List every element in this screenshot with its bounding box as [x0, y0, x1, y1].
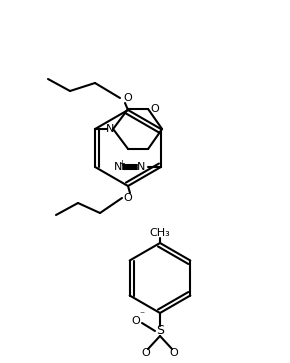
Text: S: S: [156, 325, 164, 338]
Text: +: +: [119, 159, 125, 167]
Text: O: O: [124, 193, 132, 203]
Text: CH₃: CH₃: [150, 228, 171, 238]
Text: N: N: [106, 124, 114, 134]
Text: O: O: [151, 104, 160, 114]
Text: O: O: [142, 348, 151, 358]
Text: N: N: [114, 162, 122, 172]
Text: ⁻: ⁻: [139, 310, 144, 320]
Text: O: O: [170, 348, 178, 358]
Text: O: O: [124, 93, 132, 103]
Text: N: N: [137, 162, 145, 172]
Text: O: O: [132, 316, 140, 326]
